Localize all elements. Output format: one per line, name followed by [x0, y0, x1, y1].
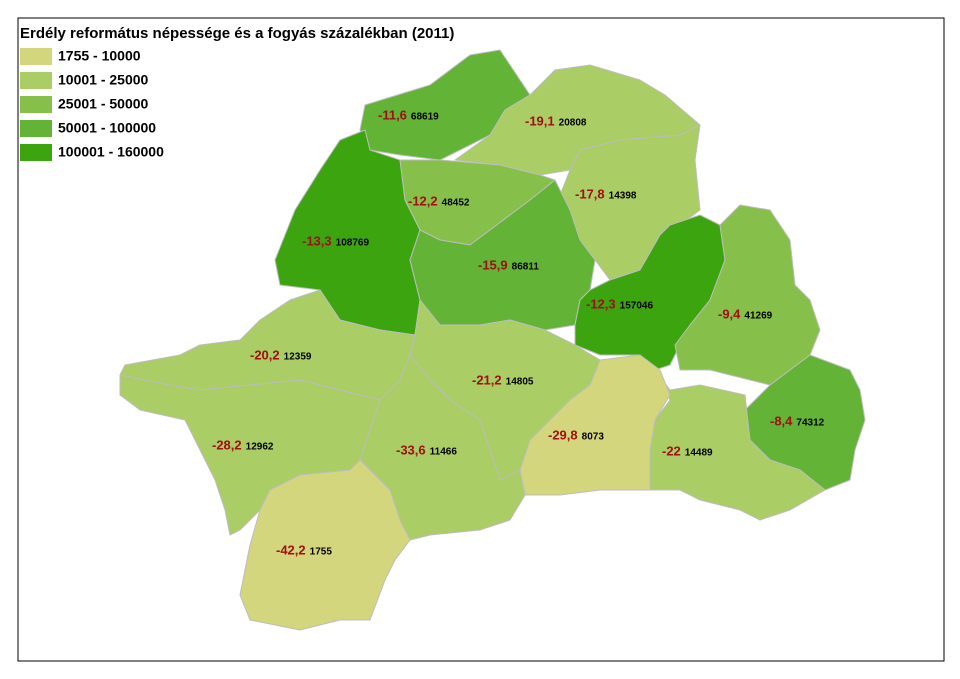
change-label: -15,9 — [478, 257, 508, 272]
population-label: 74312 — [796, 418, 824, 429]
legend-swatch — [20, 144, 52, 161]
frame — [17, 17, 945, 662]
change-label: -19,1 — [525, 113, 555, 128]
change-label: -29,8 — [548, 427, 578, 442]
change-label: -22 — [662, 443, 681, 458]
change-label: -21,2 — [472, 372, 502, 387]
region — [239, 459, 411, 631]
change-label: -11,6 — [378, 107, 407, 122]
population-label: 48452 — [442, 198, 470, 209]
legend-label: 100001 - 160000 — [58, 144, 164, 160]
population-label: 157046 — [620, 301, 654, 312]
legend-swatch — [20, 120, 52, 137]
legend-label: 10001 - 25000 — [58, 72, 149, 88]
legend-swatch — [20, 96, 52, 113]
population-label: 86811 — [512, 262, 540, 273]
population-label: 12359 — [284, 352, 312, 363]
change-label: -13,3 — [302, 233, 332, 248]
map-title: Erdély református népessége és a fogyás … — [20, 25, 454, 42]
population-label: 68619 — [411, 112, 439, 123]
change-label: -12,2 — [408, 193, 438, 208]
population-label: 12962 — [246, 442, 274, 453]
change-label: -9,4 — [718, 306, 741, 321]
change-label: -28,2 — [212, 437, 242, 452]
legend-swatch — [20, 72, 52, 89]
population-label: 1755 — [310, 547, 333, 558]
change-label: -8,4 — [770, 413, 793, 428]
change-label: -33,6 — [396, 442, 426, 457]
population-label: 14398 — [609, 191, 637, 202]
population-label: 14489 — [685, 448, 713, 459]
legend: 1755 - 10000 10001 - 25000 25001 - 50000 50… — [20, 48, 164, 161]
change-label: -17,8 — [575, 186, 605, 201]
population-label: 14805 — [506, 377, 534, 388]
population-label: 20808 — [559, 118, 587, 129]
change-label: -20,2 — [250, 347, 280, 362]
change-label: -42,2 — [276, 542, 306, 557]
population-label: 108769 — [336, 238, 370, 249]
population-label: 8073 — [582, 432, 605, 443]
population-label: 11466 — [430, 447, 458, 458]
legend-label: 50001 - 100000 — [58, 120, 156, 136]
legend-label: 1755 - 10000 — [58, 48, 141, 64]
legend-label: 25001 - 50000 — [58, 96, 149, 112]
change-label: -12,3 — [586, 296, 616, 311]
population-label: 41269 — [744, 311, 772, 322]
regions: -11,6 68619 -19,1 20808 -13,3 108769 -12,2 4845… — [119, 49, 866, 631]
legend-swatch — [20, 48, 52, 65]
